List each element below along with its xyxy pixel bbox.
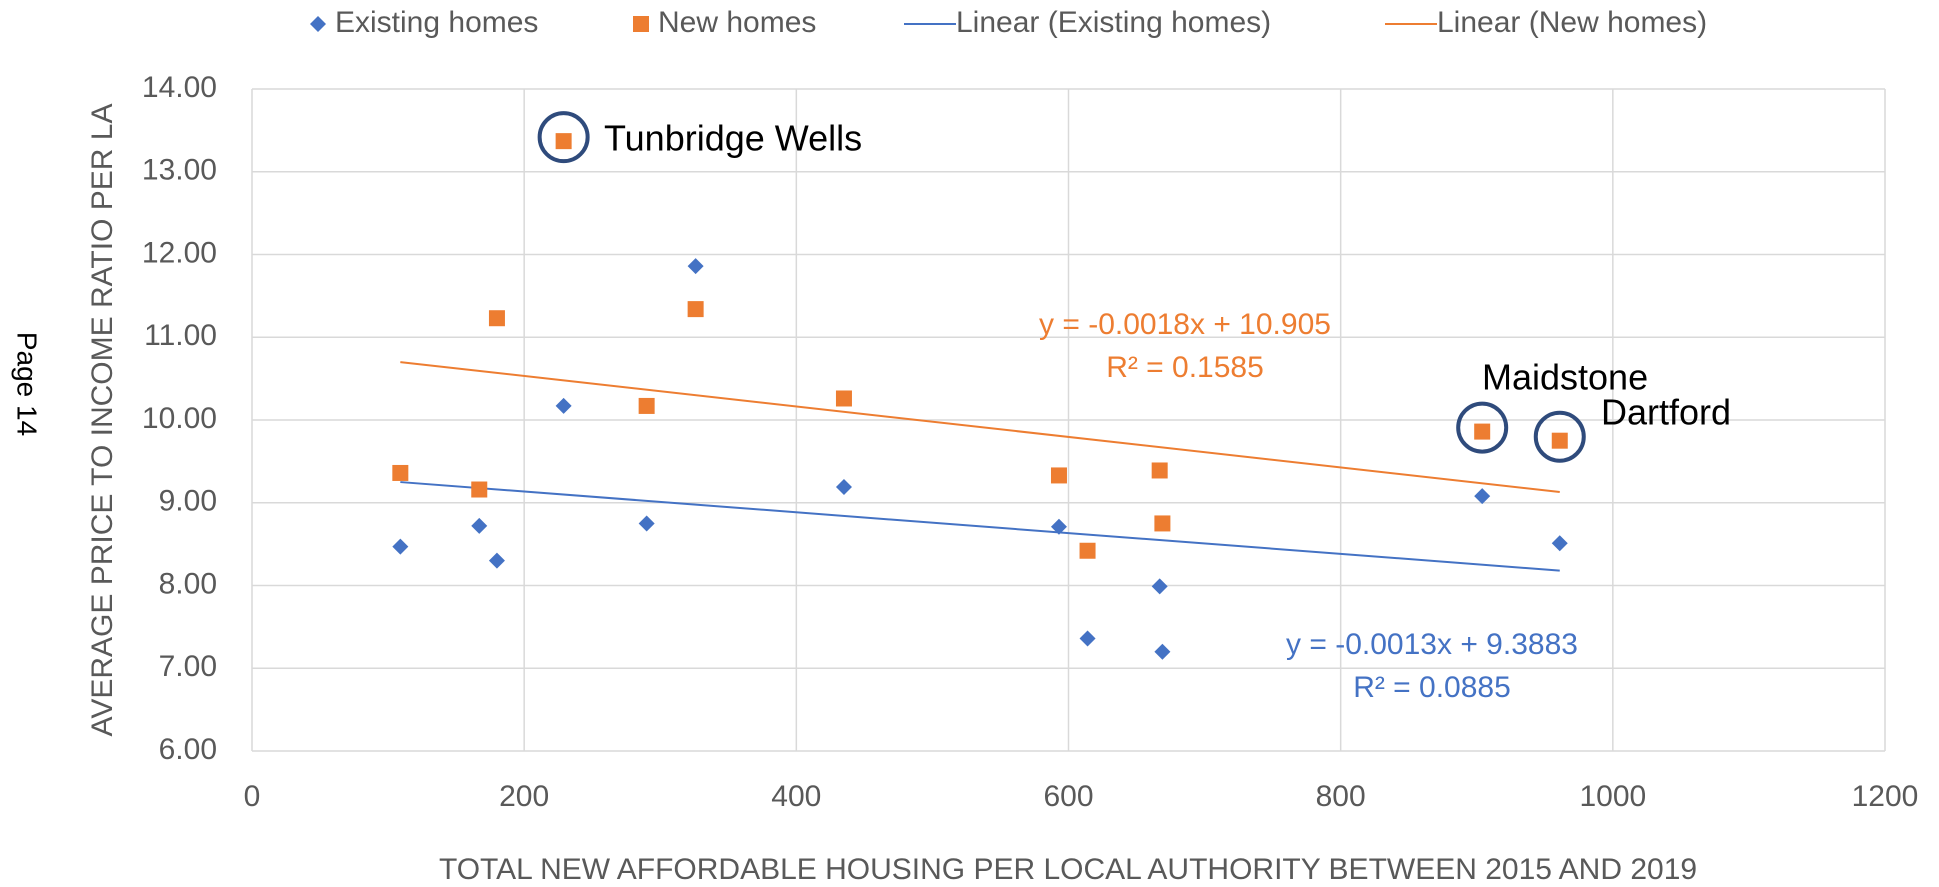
point xyxy=(638,515,655,532)
point xyxy=(835,390,852,407)
point xyxy=(1551,535,1568,552)
point xyxy=(555,133,572,150)
legend-label: Linear (New homes) xyxy=(1437,6,1707,39)
x-tick-label: 400 xyxy=(771,780,821,813)
x-tick-label: 1200 xyxy=(1852,780,1919,813)
legend-label: New homes xyxy=(658,6,816,39)
point xyxy=(471,517,488,534)
y-tick-label: 13.00 xyxy=(142,154,217,187)
y-tick-label: 7.00 xyxy=(159,650,217,683)
y-tick-label: 6.00 xyxy=(159,733,217,766)
y-tick-label: 14.00 xyxy=(142,71,217,104)
annotation: Tunbridge Wells xyxy=(604,118,862,159)
point xyxy=(488,552,505,569)
point xyxy=(1154,643,1171,660)
trend-r2: R² = 0.0885 xyxy=(1353,671,1511,704)
highlight-circle xyxy=(1456,401,1509,454)
legend-label: Existing homes xyxy=(335,6,538,39)
point xyxy=(392,538,409,555)
x-tick-label: 1000 xyxy=(1579,780,1646,813)
highlight-circle xyxy=(1533,410,1586,463)
legend-marker xyxy=(633,16,649,32)
page-label: Page 14 xyxy=(12,332,43,436)
point xyxy=(1050,518,1067,535)
point xyxy=(1079,542,1096,559)
y-tick-label: 9.00 xyxy=(159,485,217,518)
point xyxy=(471,481,488,498)
y-tick-label: 11.00 xyxy=(144,319,217,352)
x-tick-label: 200 xyxy=(499,780,549,813)
point xyxy=(1050,467,1067,484)
point xyxy=(1079,630,1096,647)
y-tick-label: 8.00 xyxy=(159,567,217,600)
point xyxy=(687,301,704,318)
y-tick-label: 12.00 xyxy=(142,236,217,269)
point xyxy=(392,464,409,481)
legend-label: Linear (Existing homes) xyxy=(956,6,1271,39)
x-tick-label: 0 xyxy=(244,780,261,813)
trend-r2: R² = 0.1585 xyxy=(1106,351,1264,384)
legend-marker xyxy=(310,16,326,32)
point xyxy=(555,397,572,414)
y-tick-label: 10.00 xyxy=(142,402,217,435)
point xyxy=(687,258,704,275)
x-tick-label: 800 xyxy=(1316,780,1366,813)
point xyxy=(1474,423,1491,440)
trend-equation: y = -0.0013x + 9.3883 xyxy=(1286,628,1578,661)
point xyxy=(638,397,655,414)
trendline xyxy=(400,481,1560,572)
point xyxy=(835,479,852,496)
y-axis-title: AVERAGE PRICE TO INCOME RATIO PER LA xyxy=(86,104,119,737)
trend-equation: y = -0.0018x + 10.905 xyxy=(1039,308,1331,341)
point xyxy=(1474,488,1491,505)
annotation: Dartford xyxy=(1601,392,1731,433)
point xyxy=(1154,515,1171,532)
point xyxy=(488,310,505,327)
point xyxy=(1151,462,1168,479)
x-tick-label: 600 xyxy=(1043,780,1093,813)
point xyxy=(1151,578,1168,595)
x-axis-title: TOTAL NEW AFFORDABLE HOUSING PER LOCAL A… xyxy=(439,853,1697,886)
point xyxy=(1551,432,1568,449)
annotation: Maidstone xyxy=(1482,357,1648,398)
highlight-circle xyxy=(537,111,590,164)
trendline xyxy=(400,361,1560,493)
